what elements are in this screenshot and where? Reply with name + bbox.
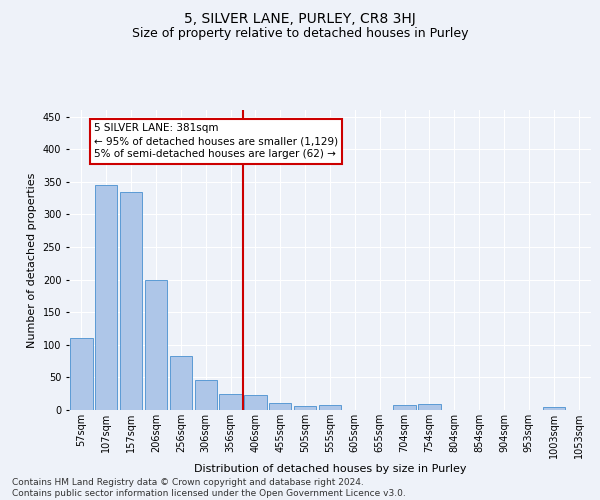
Bar [70,338,92,410]
Bar [95,185,118,410]
Y-axis label: Number of detached properties: Number of detached properties [27,172,37,348]
Bar [394,405,416,410]
Text: Size of property relative to detached houses in Purley: Size of property relative to detached ho… [132,28,468,40]
Bar [294,406,316,410]
X-axis label: Distribution of detached houses by size in Purley: Distribution of detached houses by size … [194,464,466,473]
Bar [542,406,565,410]
Bar [170,356,192,410]
Bar [269,403,292,410]
Bar [145,280,167,410]
Bar [120,192,142,410]
Bar [418,404,440,410]
Bar [319,405,341,410]
Text: 5, SILVER LANE, PURLEY, CR8 3HJ: 5, SILVER LANE, PURLEY, CR8 3HJ [184,12,416,26]
Text: 5 SILVER LANE: 381sqm
← 95% of detached houses are smaller (1,129)
5% of semi-de: 5 SILVER LANE: 381sqm ← 95% of detached … [94,123,338,160]
Bar [244,395,266,410]
Bar [220,394,242,410]
Bar [194,380,217,410]
Text: Contains HM Land Registry data © Crown copyright and database right 2024.
Contai: Contains HM Land Registry data © Crown c… [12,478,406,498]
